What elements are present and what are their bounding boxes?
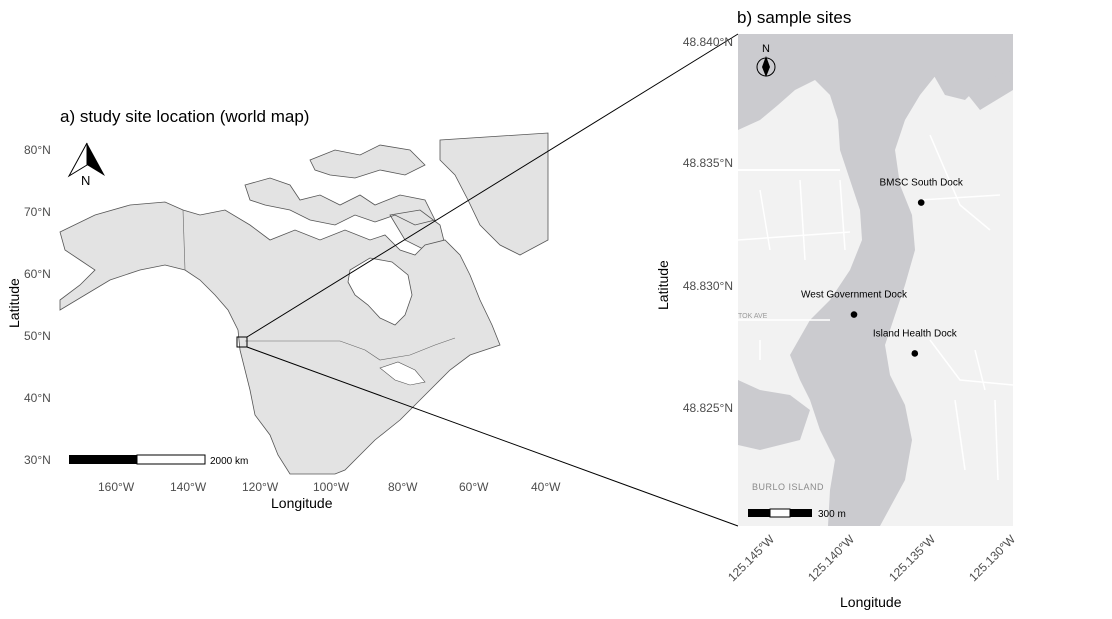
y-tick: 60°N [24, 267, 51, 281]
hudson-bay-water [347, 257, 413, 326]
y-tick: 80°N [24, 143, 51, 157]
y-tick: 48.835°N [683, 156, 733, 170]
y-tick: 48.825°N [683, 401, 733, 415]
x-axis-title-a: Longitude [271, 495, 333, 511]
panel-b: b) sample sites [655, 8, 1019, 610]
north-label-a: N [81, 173, 90, 188]
channel-water [738, 34, 1013, 526]
site-label: West Government Dock [801, 290, 908, 301]
study-site-box [236, 336, 248, 348]
x-tick: 40°W [531, 480, 561, 494]
x-axis-b: 125.145°W 125.140°W 125.135°W 125.130°W [725, 532, 1018, 584]
y-axis-title-a: Latitude [6, 278, 22, 328]
zoom-connectors [246, 33, 739, 527]
border-alaska [182, 209, 186, 271]
scale-bar-a: 2000 km [69, 454, 248, 467]
roads [738, 134, 1013, 481]
scale-label-a: 2000 km [210, 456, 248, 467]
x-tick: 140°W [170, 480, 207, 494]
x-tick: 125.145°W [725, 532, 777, 584]
x-tick: 125.130°W [966, 532, 1018, 584]
x-tick: 125.140°W [805, 532, 857, 584]
y-tick: 48.830°N [683, 279, 733, 293]
panel-b-title: b) sample sites [737, 8, 851, 27]
x-tick: 120°W [242, 480, 279, 494]
sample-sites: BMSC South Dock West Government Dock Islan… [801, 178, 964, 357]
y-tick: 48.840°N [683, 35, 733, 49]
inset-map: TOK AVE BURLO ISLAND BMSC South Dock West… [738, 34, 1013, 526]
site-point [911, 350, 919, 357]
y-axis-title-b: Latitude [655, 260, 671, 310]
x-tick: 60°W [459, 480, 489, 494]
northeast-water [925, 34, 1013, 100]
site-label: BMSC South Dock [880, 178, 964, 189]
y-axis-b: 48.825°N 48.830°N 48.835°N 48.840°N [683, 35, 733, 415]
site-point [850, 311, 858, 318]
panel-a: a) study site location (world map) N [6, 107, 561, 511]
x-tick: 125.135°W [886, 532, 938, 584]
site-point [917, 199, 925, 206]
north-arrow-b: N [756, 43, 776, 77]
world-map [59, 132, 549, 475]
site-label: Island Health Dock [873, 328, 958, 339]
y-axis-a: 30°N 40°N 50°N 60°N 70°N 80°N [24, 143, 51, 467]
scale-label-b: 300 m [818, 509, 846, 520]
y-tick: 30°N [24, 453, 51, 467]
y-tick: 50°N [24, 329, 51, 343]
y-tick: 70°N [24, 205, 51, 219]
north-label-b: N [762, 43, 770, 55]
place-label: BURLO ISLAND [752, 482, 824, 492]
x-tick: 160°W [98, 480, 135, 494]
x-tick: 100°W [313, 480, 350, 494]
road-label: TOK AVE [738, 313, 768, 320]
north-arrow-a: N [67, 142, 105, 188]
scale-bar-b: 300 m [748, 508, 846, 520]
great-lakes-water [379, 361, 426, 386]
x-axis-a: 160°W 140°W 120°W 100°W 80°W 60°W 40°W [98, 480, 561, 494]
greenland-land [439, 132, 549, 256]
y-tick: 40°N [24, 391, 51, 405]
x-tick: 80°W [388, 480, 418, 494]
north-america-land [59, 201, 501, 475]
x-axis-title-b: Longitude [840, 594, 902, 610]
southwest-water [738, 380, 810, 450]
panel-a-title: a) study site location (world map) [60, 107, 309, 126]
border-us-canada [245, 337, 456, 361]
